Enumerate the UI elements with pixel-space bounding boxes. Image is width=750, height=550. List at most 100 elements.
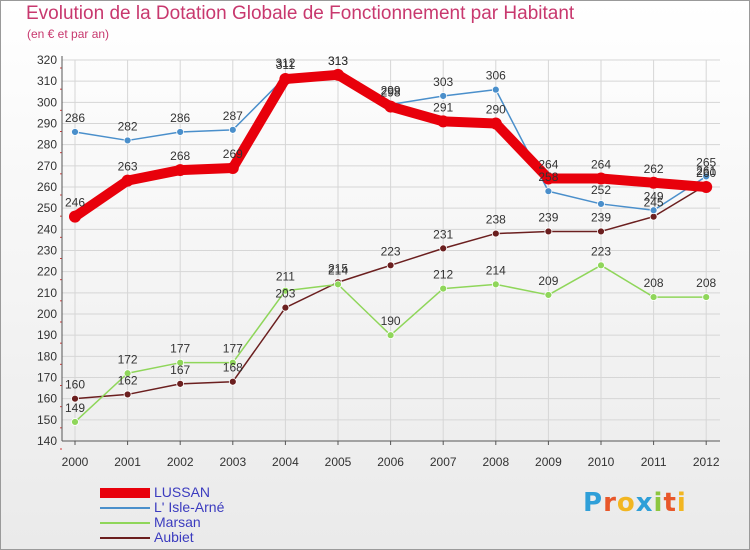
data-label-marsan: 208 — [644, 276, 664, 290]
y-tick-label: 290 — [37, 117, 57, 131]
legend-item-isle-arne: L' Isle-Arné — [100, 499, 300, 515]
data-point-marsan — [228, 358, 237, 367]
data-point-aubiet — [123, 390, 132, 399]
x-tick-label: 2002 — [167, 455, 194, 469]
data-label-lussan: 313 — [328, 54, 348, 68]
data-label-marsan: 190 — [381, 314, 401, 328]
logo-letter: o — [616, 488, 636, 518]
data-point-aubiet — [281, 303, 290, 312]
data-point-isle-arne — [597, 200, 605, 208]
data-point-lussan — [595, 172, 607, 185]
data-point-marsan — [439, 284, 448, 293]
x-tick-label: 2008 — [482, 455, 509, 469]
data-label-lussan: 264 — [591, 158, 611, 172]
x-tick-label: 2010 — [588, 455, 615, 469]
data-label-lussan: 263 — [118, 160, 138, 174]
x-tick-label: 2000 — [62, 455, 89, 469]
data-point-isle-arne — [176, 128, 185, 136]
data-label-marsan: 177 — [223, 342, 243, 356]
data-point-lussan — [384, 100, 397, 113]
data-label-isle-arne: 306 — [486, 69, 506, 83]
chart-title: Evolution de la Dotation Globale de Fonc… — [26, 3, 575, 24]
data-label-isle-arne: 265 — [696, 155, 716, 169]
y-tick-label: 170 — [37, 371, 57, 385]
data-point-lussan — [69, 210, 81, 223]
x-tick-label: 2012 — [693, 455, 720, 469]
legend-item-marsan: Marsan — [100, 514, 300, 530]
data-point-lussan — [700, 181, 713, 193]
data-label-marsan: 208 — [696, 276, 716, 290]
proxiti-logo: Proxiti — [583, 488, 687, 518]
logo-letter: x — [635, 488, 654, 518]
data-point-lussan — [226, 161, 239, 174]
data-point-marsan — [386, 331, 395, 340]
y-tick-label: 270 — [37, 159, 57, 173]
legend-item-lussan: LUSSAN — [100, 484, 300, 500]
data-point-aubiet — [597, 227, 605, 236]
grid-lines — [62, 59, 720, 442]
data-label-lussan: 268 — [170, 149, 190, 163]
legend-label-lussan: LUSSAN — [154, 484, 211, 500]
data-point-marsan — [123, 369, 132, 378]
data-point-lussan — [332, 68, 344, 81]
data-label-isle-arne: 299 — [381, 83, 401, 97]
data-label-marsan: 149 — [65, 401, 85, 415]
y-tick-label: 140 — [37, 434, 57, 448]
x-tick-label: 2003 — [219, 455, 246, 469]
data-point-marsan — [491, 280, 500, 289]
data-point-aubiet — [439, 244, 448, 253]
data-point-aubiet — [386, 261, 395, 270]
data-point-lussan — [647, 176, 660, 189]
y-tick-label: 150 — [37, 413, 57, 427]
data-label-aubiet: 203 — [275, 287, 295, 301]
data-label-marsan: 223 — [591, 244, 611, 258]
data-label-aubiet: 261 — [696, 164, 716, 178]
y-tick-label: 230 — [37, 244, 57, 258]
y-tick-label: 250 — [37, 201, 57, 215]
series-layer — [69, 68, 713, 426]
legend-swatch-isle-arne — [100, 507, 150, 509]
data-point-isle-arne — [649, 206, 658, 215]
logo-letter: i — [653, 488, 664, 518]
legend-swatch-marsan — [100, 522, 150, 524]
y-tick-label: 300 — [37, 95, 57, 109]
data-point-isle-arne — [702, 172, 711, 181]
data-point-aubiet — [491, 229, 500, 238]
data-point-marsan — [649, 293, 658, 301]
data-label-isle-arne: 252 — [591, 183, 611, 197]
axes: 1401501601701801902002102202302402502602… — [37, 53, 720, 469]
data-label-marsan: 209 — [538, 274, 558, 288]
data-label-aubiet: 231 — [433, 227, 453, 241]
legend-swatch-aubiet — [100, 537, 150, 539]
legend-label-aubiet: Aubiet — [154, 529, 194, 545]
data-label-marsan: 172 — [118, 352, 138, 366]
y-tick-label: 210 — [37, 286, 57, 300]
y-tick-label: 160 — [37, 392, 57, 406]
data-point-marsan — [71, 418, 79, 426]
data-point-lussan — [542, 172, 555, 185]
data-label-lussan: 260 — [696, 166, 716, 180]
data-point-lussan — [437, 115, 450, 128]
data-point-aubiet — [71, 394, 79, 403]
data-label-aubiet: 167 — [170, 363, 190, 377]
x-tick-label: 2011 — [641, 455, 667, 469]
data-point-lussan — [174, 164, 187, 177]
data-point-marsan — [334, 280, 342, 289]
chart-subtitle: (en € et par an) — [27, 27, 110, 41]
y-tick-label: 220 — [37, 265, 57, 279]
data-label-isle-arne: 312 — [275, 56, 295, 70]
y-tick-label: 200 — [37, 307, 57, 321]
data-label-aubiet: 239 — [538, 210, 558, 224]
legend: LUSSAN L' Isle-Arné Marsan Aubiet — [100, 484, 300, 545]
data-label-lussan: 291 — [433, 100, 453, 114]
y-tick-label: 190 — [37, 328, 57, 342]
logo-letter: t — [663, 488, 677, 518]
data-label-isle-arne: 287 — [223, 109, 243, 123]
data-label-isle-arne: 303 — [433, 75, 453, 89]
x-tick-label: 2007 — [430, 455, 457, 469]
data-point-marsan — [544, 291, 553, 299]
data-label-isle-arne: 286 — [170, 111, 190, 125]
data-point-lussan — [121, 174, 134, 187]
data-point-isle-arne — [439, 92, 448, 100]
